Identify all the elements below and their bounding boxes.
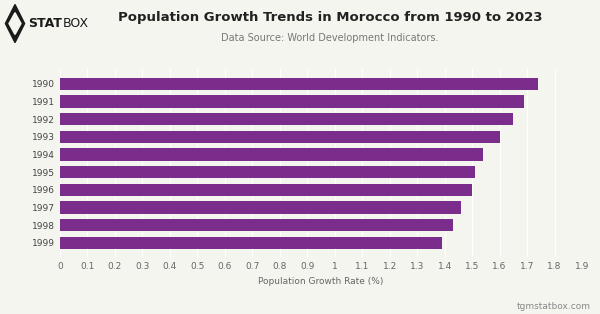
Text: Data Source: World Development Indicators.: Data Source: World Development Indicator…: [221, 33, 439, 43]
Bar: [60, 148, 483, 161]
Text: STAT: STAT: [28, 17, 62, 30]
X-axis label: Population Growth Rate (%): Population Growth Rate (%): [259, 277, 383, 286]
Bar: [60, 236, 442, 249]
Bar: [60, 78, 538, 90]
Text: BOX: BOX: [63, 17, 89, 30]
Text: Population Growth Trends in Morocco from 1990 to 2023: Population Growth Trends in Morocco from…: [118, 11, 542, 24]
Bar: [60, 113, 514, 125]
Bar: [60, 166, 475, 178]
Bar: [60, 201, 461, 214]
Polygon shape: [5, 4, 25, 43]
Bar: [60, 219, 453, 231]
Bar: [60, 95, 524, 108]
Bar: [60, 184, 472, 196]
Bar: [60, 131, 500, 143]
Polygon shape: [9, 13, 21, 35]
Text: tgmstatbox.com: tgmstatbox.com: [517, 302, 591, 311]
